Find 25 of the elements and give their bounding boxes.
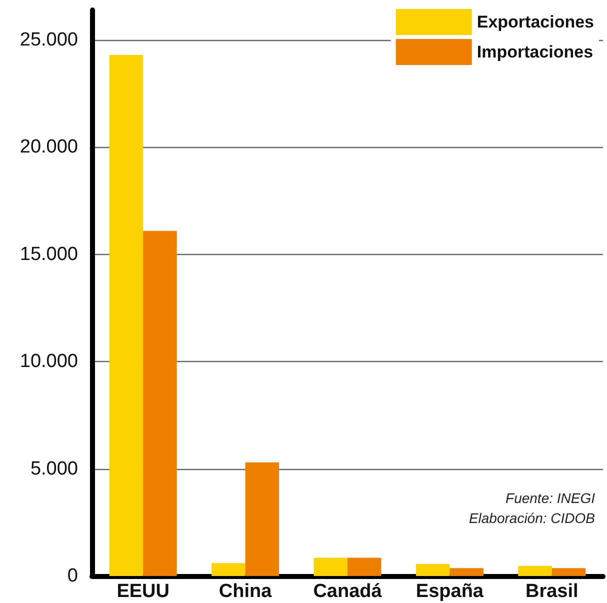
x-tick-label: EEUU — [116, 581, 170, 602]
y-tick-label: 10.000 — [20, 351, 78, 372]
x-tick-label: China — [218, 581, 272, 602]
y-tick-label: 25.000 — [20, 30, 78, 51]
bar — [416, 564, 450, 576]
y-tick-label: 15.000 — [20, 244, 78, 265]
y-tick-label: 20.000 — [20, 136, 78, 158]
bar — [348, 558, 382, 576]
x-tick-label: Canadá — [313, 581, 382, 602]
bar — [109, 55, 144, 576]
annotation: Fuente: INEGI — [506, 490, 596, 506]
bar — [552, 568, 586, 576]
annotation: Elaboración: CIDOB — [468, 510, 595, 526]
x-tick-label: Brasil — [525, 581, 578, 602]
y-tick-label: 0 — [67, 566, 78, 586]
bar — [212, 563, 246, 576]
bar — [143, 230, 177, 576]
bar — [245, 462, 280, 576]
bar — [518, 566, 552, 576]
bar — [314, 558, 348, 576]
legend-label: Importaciones — [476, 42, 594, 62]
legend-label: Exportaciones — [476, 12, 594, 32]
x-tick-label: España — [416, 581, 484, 602]
bar — [450, 568, 484, 576]
y-tick-label: 5.000 — [30, 458, 78, 480]
